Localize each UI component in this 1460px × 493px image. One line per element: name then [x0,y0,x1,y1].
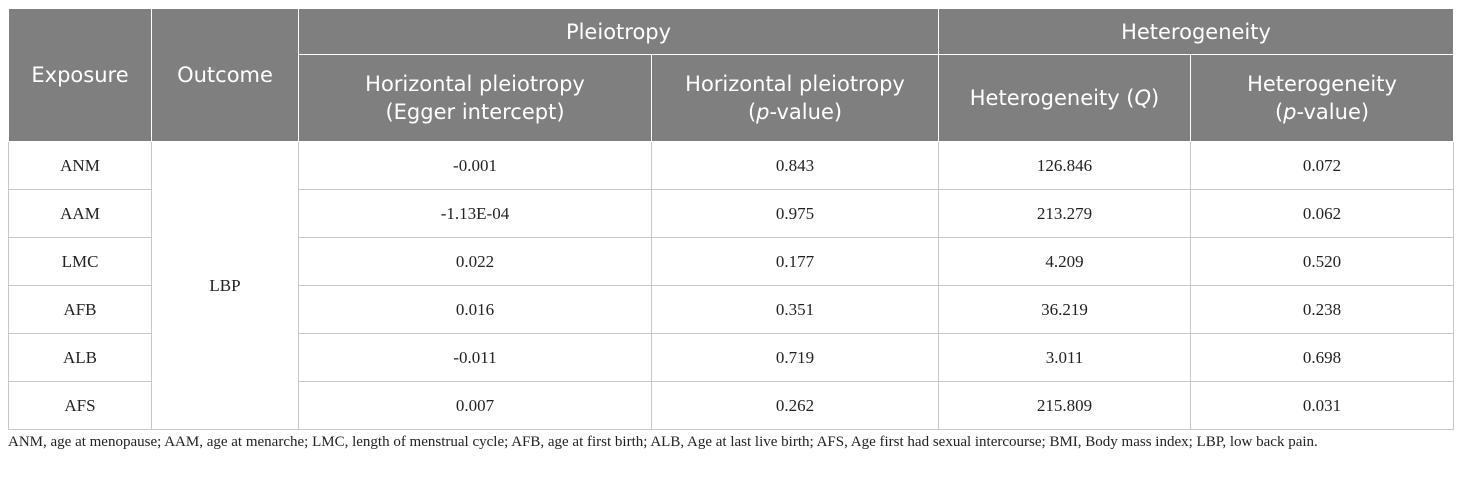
header-horizontal-pleiotropy-egger: Horizontal pleiotropy (Egger intercept) [298,54,652,142]
cell-exposure: AFB [8,285,152,334]
cell-exposure: LMC [8,237,152,286]
cell-heterogeneity-q: 213.279 [938,189,1191,238]
cell-pleiotropy-p: 0.351 [651,285,939,334]
table-row: AAM -1.13E-04 0.975 213.279 0.062 [8,189,1454,238]
cell-egger-intercept: -0.011 [298,333,652,382]
cell-pleiotropy-p: 0.177 [651,237,939,286]
cell-heterogeneity-q: 36.219 [938,285,1191,334]
cell-exposure: AFS [8,381,152,430]
table-row: LMC 0.022 0.177 4.209 0.520 [8,237,1454,286]
header-outcome: Outcome [151,8,299,142]
cell-exposure: ANM [8,141,152,190]
cell-heterogeneity-p: 0.062 [1190,189,1454,238]
cell-heterogeneity-p: 0.698 [1190,333,1454,382]
cell-exposure: ALB [8,333,152,382]
pleiotropy-heterogeneity-table: Exposure Outcome Pleiotropy Heterogeneit… [8,8,1454,430]
cell-heterogeneity-p: 0.238 [1190,285,1454,334]
header-horizontal-pleiotropy-p: Horizontal pleiotropy (p-value) [651,54,939,142]
cell-heterogeneity-q: 126.846 [938,141,1191,190]
cell-heterogeneity-q: 3.011 [938,333,1191,382]
cell-pleiotropy-p: 0.719 [651,333,939,382]
cell-egger-intercept: -1.13E-04 [298,189,652,238]
cell-pleiotropy-p: 0.843 [651,141,939,190]
cell-heterogeneity-p: 0.072 [1190,141,1454,190]
cell-pleiotropy-p: 0.262 [651,381,939,430]
cell-heterogeneity-q: 215.809 [938,381,1191,430]
table-row: ANM LBP -0.001 0.843 126.846 0.072 [8,141,1454,430]
cell-heterogeneity-q: 4.209 [938,237,1191,286]
cell-outcome: LBP [151,141,299,430]
cell-pleiotropy-p: 0.975 [651,189,939,238]
cell-egger-intercept: -0.001 [298,141,652,190]
cell-heterogeneity-p: 0.520 [1190,237,1454,286]
table-row: AFS 0.007 0.262 215.809 0.031 [8,381,1454,430]
cell-heterogeneity-p: 0.031 [1190,381,1454,430]
table-footnote: ANM, age at menopause; AAM, age at menar… [8,434,1318,450]
header-pleiotropy-group: Pleiotropy [298,8,939,55]
cell-egger-intercept: 0.007 [298,381,652,430]
cell-egger-intercept: 0.022 [298,237,652,286]
results-table-container: Exposure Outcome Pleiotropy Heterogeneit… [8,8,1454,430]
cell-egger-intercept: 0.016 [298,285,652,334]
header-heterogeneity-p: Heterogeneity (p-value) [1190,54,1454,142]
table-row: ALB -0.011 0.719 3.011 0.698 [8,333,1454,382]
header-exposure: Exposure [8,8,152,142]
header-heterogeneity-q: Heterogeneity (Q) [938,54,1191,142]
cell-exposure: AAM [8,189,152,238]
table-row: AFB 0.016 0.351 36.219 0.238 [8,285,1454,334]
header-heterogeneity-group: Heterogeneity [938,8,1454,55]
